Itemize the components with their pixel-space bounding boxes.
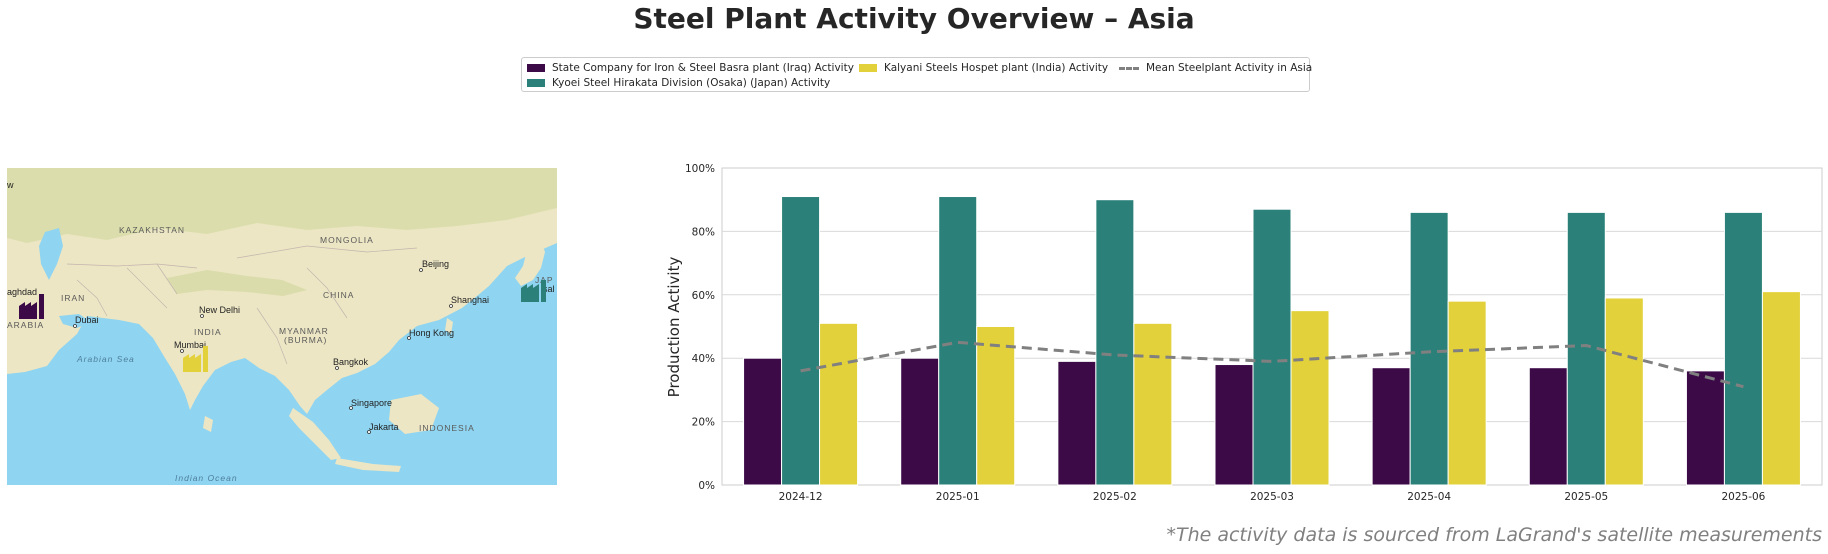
legend-label-mean: Mean Steelplant Activity in Asia — [1146, 62, 1313, 74]
bar-basra-2025-02 — [1057, 360, 1097, 486]
bar-basra-2024-12 — [743, 357, 783, 486]
bar-kyoei-2025-06 — [1723, 211, 1763, 486]
y-tick-label: 0% — [698, 480, 715, 492]
map-caspian-sea — [39, 228, 63, 280]
bar-kyoei-2025-01 — [938, 196, 978, 486]
bar-basra-2025-03 — [1214, 364, 1254, 486]
bar-basra-2025-04 — [1371, 367, 1411, 486]
legend-label-kyoei: Kyoei Steel Hirakata Division (Osaka) (J… — [552, 77, 831, 89]
bar-basra-2025-01 — [900, 357, 940, 486]
page-title: Steel Plant Activity Overview – Asia — [633, 2, 1195, 35]
y-tick-label: 80% — [692, 226, 715, 238]
map-label-baghdad: aghdad — [7, 287, 37, 297]
map-sri-lanka — [203, 416, 213, 432]
map-java — [335, 458, 401, 472]
map-label-mumbai: Mumbai — [174, 340, 206, 350]
map-label-iran: IRAN — [61, 293, 85, 303]
factory-icon-kalyani — [183, 346, 208, 372]
map-label-bangkok: Bangkok — [333, 357, 369, 367]
map-label-china: CHINA — [323, 290, 354, 300]
map-label-indonesia: INDONESIA — [419, 423, 475, 433]
x-tick-label: 2025-05 — [1564, 491, 1608, 503]
map-label-kazakhstan: KAZAKHSTAN — [119, 225, 185, 235]
x-tick-label: 2025-03 — [1250, 491, 1294, 503]
bar-kalyani-2025-06 — [1761, 291, 1801, 486]
bar-kalyani-2025-03 — [1290, 310, 1330, 486]
legend-item-kalyani: Kalyani Steels Hospet plant (India) Acti… — [859, 62, 1108, 74]
bar-basra-2025-05 — [1528, 367, 1568, 486]
map-northern-steppe — [7, 168, 557, 243]
bar-kyoei-2025-03 — [1252, 208, 1292, 486]
map-dot-shanghai — [449, 304, 453, 308]
mean-activity-line — [800, 340, 1744, 389]
x-tick-label: 2025-06 — [1721, 491, 1765, 503]
map-label-shanghai: Shanghai — [451, 295, 489, 305]
legend-swatch-kyoei — [527, 79, 545, 87]
map-label-jakarta: Jakarta — [369, 422, 399, 432]
map-label-edge-osaka: sal — [543, 284, 555, 294]
map-label-indian-ocean: Indian Ocean — [175, 473, 238, 483]
bar-kalyani-2025-04 — [1447, 300, 1487, 486]
x-tick-label: 2025-04 — [1407, 491, 1451, 503]
bar-kyoei-2025-02 — [1095, 199, 1135, 486]
asia-map: KAZAKHSTAN MONGOLIA CHINA IRAN ARABIA IN… — [7, 168, 557, 485]
x-tick-label: 2025-02 — [1093, 491, 1137, 503]
map-dot-bangkok — [335, 366, 339, 370]
bar-kalyani-2025-01 — [976, 326, 1016, 486]
map-label-edge-w: w — [7, 180, 14, 190]
map-dot-beijing — [419, 268, 423, 272]
map-borders — [66, 245, 418, 365]
map-label-arabian-sea: Arabian Sea — [76, 354, 135, 364]
bar-kalyani-2025-02 — [1133, 322, 1173, 486]
map-label-mongolia: MONGOLIA — [320, 235, 374, 245]
map-japan — [515, 228, 545, 286]
legend-item-kyoei: Kyoei Steel Hirakata Division (Osaka) (J… — [527, 77, 830, 89]
map-persian-gulf — [59, 314, 91, 328]
map-taiwan — [445, 318, 453, 334]
data-source-note: *The activity data is sourced from LaGra… — [1166, 524, 1822, 546]
chart-legend: State Company for Iron & Steel Basra pla… — [521, 57, 1312, 92]
bar-kyoei-2025-04 — [1409, 211, 1449, 486]
factory-icon-kyoei — [521, 280, 546, 302]
legend-label-basra: State Company for Iron & Steel Basra pla… — [552, 62, 854, 74]
legend-item-mean: Mean Steelplant Activity in Asia — [1119, 62, 1312, 74]
factory-icon-basra — [19, 294, 44, 319]
y-tick-label: 60% — [692, 290, 715, 302]
map-label-burma: (BURMA) — [284, 335, 327, 345]
map-borneo — [389, 394, 439, 434]
bar-kalyani-2025-05 — [1604, 297, 1644, 486]
bar-kyoei-2024-12 — [781, 196, 821, 486]
map-himalaya — [167, 270, 307, 296]
map-label-myanmar: MYANMAR — [279, 326, 329, 336]
legend-swatch-mean — [1119, 66, 1139, 70]
legend-swatch-kalyani — [859, 64, 877, 72]
legend-label-kalyani: Kalyani Steels Hospet plant (India) Acti… — [884, 62, 1109, 74]
map-dot-dubai — [73, 324, 77, 328]
y-axis-label: Production Activity — [665, 257, 683, 398]
map-label-arabia: ARABIA — [7, 320, 44, 330]
map-label-dubai: Dubai — [75, 315, 99, 325]
map-label-beijing: Beijing — [422, 259, 449, 269]
x-tick-label: 2024-12 — [779, 491, 823, 503]
map-dot-hong-kong — [407, 336, 411, 340]
bar-kalyani-2024-12 — [819, 322, 859, 486]
map-label-hong-kong: Hong Kong — [409, 328, 454, 338]
map-sumatra — [289, 408, 341, 460]
map-label-singapore: Singapore — [351, 398, 392, 408]
map-dot-singapore — [349, 406, 353, 410]
map-label-india: INDIA — [194, 327, 222, 337]
legend-swatch-basra — [527, 64, 545, 72]
legend-item-basra: State Company for Iron & Steel Basra pla… — [527, 62, 854, 74]
map-dot-jakarta — [367, 430, 371, 434]
map-dot-new-delhi — [200, 314, 204, 318]
map-dot-mumbai — [180, 349, 184, 353]
y-tick-label: 20% — [692, 417, 715, 429]
y-tick-label: 40% — [692, 353, 715, 365]
y-tick-label: 100% — [685, 163, 715, 175]
map-label-new-delhi: New Delhi — [199, 305, 240, 315]
x-tick-label: 2025-01 — [936, 491, 980, 503]
bar-basra-2025-06 — [1685, 370, 1725, 486]
